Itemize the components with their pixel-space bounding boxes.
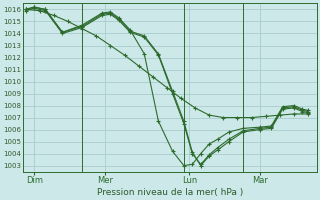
X-axis label: Pression niveau de la mer( hPa ): Pression niveau de la mer( hPa )	[97, 188, 243, 197]
